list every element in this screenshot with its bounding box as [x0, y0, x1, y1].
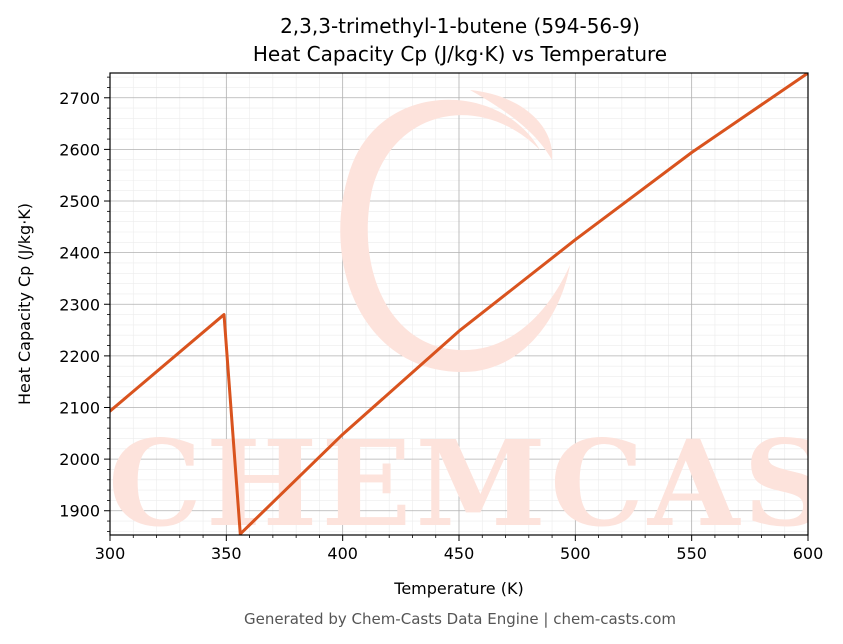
- series-layer: [110, 73, 808, 535]
- y-tick-label: 2400: [59, 244, 100, 263]
- x-tick-label: 300: [95, 544, 126, 563]
- y-tick-label: 2000: [59, 450, 100, 469]
- y-axis: 1900 2000 2100 2200 2300 2400 2500 2600 2700: [59, 76, 110, 532]
- y-axis-label: Heat Capacity Cp (J/kg·K): [15, 203, 34, 405]
- footer-credit: Generated by Chem-Casts Data Engine | ch…: [244, 610, 676, 628]
- watermark: CHEMCASTS: [108, 90, 843, 553]
- y-tick-label: 2200: [59, 347, 100, 366]
- watermark-text: CHEMCASTS: [108, 414, 843, 553]
- y-tick-label: 2300: [59, 295, 100, 314]
- chart-title-line1: 2,3,3-trimethyl-1-butene (594-56-9): [280, 14, 640, 38]
- x-tick-label: 500: [560, 544, 591, 563]
- y-tick-label: 1900: [59, 502, 100, 521]
- series-line-0: [110, 73, 808, 535]
- x-tick-label: 450: [444, 544, 475, 563]
- x-axis: 300 350 400 450 500 550 600: [95, 535, 824, 563]
- chart-title-line2: Heat Capacity Cp (J/kg·K) vs Temperature: [253, 42, 667, 66]
- y-tick-label: 2700: [59, 89, 100, 108]
- watermark-swirl-logo: [340, 90, 570, 373]
- x-tick-label: 350: [211, 544, 242, 563]
- y-tick-label: 2100: [59, 398, 100, 417]
- x-tick-label: 550: [676, 544, 707, 563]
- x-tick-label: 400: [327, 544, 358, 563]
- y-tick-label: 2600: [59, 140, 100, 159]
- x-tick-label: 600: [793, 544, 824, 563]
- x-axis-label: Temperature (K): [393, 579, 523, 598]
- y-tick-label: 2500: [59, 192, 100, 211]
